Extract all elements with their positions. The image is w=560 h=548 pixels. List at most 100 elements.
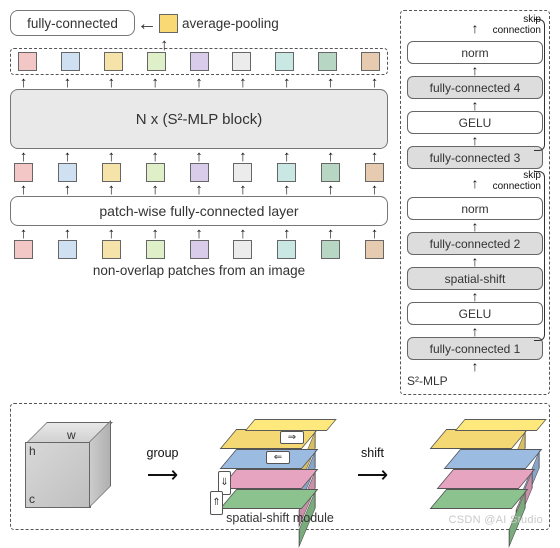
tensor-slab	[220, 489, 319, 509]
patch	[14, 163, 33, 182]
skip-label-upper: skipconnection	[486, 15, 541, 36]
tensor-slab	[430, 489, 529, 509]
up-arrow-icon: ↑	[277, 75, 296, 89]
head-row: fully-connected ← average-pooling	[10, 10, 388, 36]
group-arrow: group ⟶	[135, 445, 190, 489]
mlp-block: N x (S²-MLP block)	[10, 89, 388, 149]
patch	[147, 52, 166, 71]
vertical-connector: ↑	[407, 136, 543, 144]
upper-block-stack: norm↑fully-connected 4↑GELU↑fully-connec…	[407, 39, 543, 171]
patch	[146, 240, 165, 259]
vertical-connector: ↑	[407, 327, 543, 335]
patch	[14, 240, 33, 259]
s2mlp-sublayer: fully-connected 2	[407, 232, 543, 255]
up-arrow-icon: ↑	[146, 149, 165, 163]
vertical-connector: ↑	[407, 362, 543, 370]
tensor-slab	[220, 469, 319, 489]
up-arrow-icon: ↑	[365, 226, 384, 240]
patch	[146, 163, 165, 182]
vertical-connector: ↑	[407, 66, 543, 74]
skip-label-lower: skipconnection	[486, 171, 541, 192]
up-arrow-icon: ↑	[14, 182, 33, 196]
s2mlp-sublayer: fully-connected 1	[407, 337, 543, 360]
up-arrow-icon: ↑	[321, 75, 340, 89]
input-patches	[14, 240, 384, 259]
patch	[190, 52, 209, 71]
up-arrow-icon: ↑	[233, 182, 252, 196]
patch	[321, 240, 340, 259]
left-arrow-icon: ←	[135, 13, 159, 36]
up-arrow-icon: ↑	[102, 149, 121, 163]
s2mlp-sublayer: GELU	[407, 302, 543, 325]
patch	[190, 163, 209, 182]
tensor-slab	[430, 429, 529, 449]
vertical-connector: ↑	[407, 292, 543, 300]
output-patches	[18, 52, 380, 71]
group-label: group	[147, 445, 179, 463]
up-arrow-icon: ↑	[190, 182, 209, 196]
fully-connected-head: fully-connected	[10, 10, 135, 36]
up-arrow-icon: ↑	[14, 226, 33, 240]
shift-direction-arrow-icon: ⇒	[280, 431, 304, 444]
up-arrow-icon: ↑	[321, 226, 340, 240]
up-arrow-icon: ↑	[321, 182, 340, 196]
up-arrow-icon: ↑	[277, 182, 296, 196]
s2mlp-title: S²-MLP	[407, 374, 543, 388]
patch	[58, 240, 77, 259]
tensor-slab	[444, 449, 543, 469]
arrow-row: ↑↑↑↑↑↑↑↑↑	[14, 149, 384, 163]
patch	[102, 163, 121, 182]
s2mlp-detail-box: ↑ skipconnection norm ↑ fully-connected 4 ↑…	[400, 10, 550, 395]
up-arrow-icon: ↑	[58, 149, 77, 163]
arrow-row: ↑↑↑↑↑↑↑↑↑	[14, 182, 384, 196]
patch	[277, 240, 296, 259]
up-arrow-icon: ↑	[277, 149, 296, 163]
up-arrow-icon: ↑	[190, 149, 209, 163]
up-arrow-icon: ↑	[233, 149, 252, 163]
up-arrow-icon: ↑	[102, 226, 121, 240]
shifted-tensor-stack	[420, 419, 535, 514]
up-arrow-icon: ↑	[146, 226, 165, 240]
up-arrow-icon: ↑	[277, 226, 296, 240]
up-arrow-icon: ↑	[365, 149, 384, 163]
patch	[104, 52, 123, 71]
patch	[321, 163, 340, 182]
dim-w-label: w	[67, 428, 76, 442]
up-arrow-icon: ↑	[233, 75, 252, 89]
up-arrow-icon: ↑	[58, 226, 77, 240]
embedding-patches	[14, 163, 384, 182]
s2mlp-sublayer: norm	[407, 197, 543, 220]
up-arrow-icon: ↑	[14, 75, 33, 89]
up-arrow-icon: ↑	[190, 75, 209, 89]
shift-label: shift	[361, 445, 384, 463]
shift-arrow: shift ⟶	[345, 445, 400, 489]
dim-c-label: c	[29, 492, 35, 506]
lower-block-stack: norm ↑ fully-connected 2 ↑ spatial-shift ↑ GEL…	[407, 195, 543, 362]
grouped-tensor-stack: ⇒⇐⇓⇑	[210, 419, 325, 514]
patch	[277, 163, 296, 182]
patch	[61, 52, 80, 71]
s2mlp-sublayer: spatial-shift	[407, 267, 543, 290]
vertical-connector: ↑	[407, 222, 543, 230]
up-arrow-icon: ↑	[14, 149, 33, 163]
vertical-connector: ↑	[407, 101, 543, 109]
top-region: fully-connected ← average-pooling ↑ ↑↑↑↑…	[10, 10, 550, 395]
architecture-left: fully-connected ← average-pooling ↑ ↑ ↑ ↑ ↑…	[10, 10, 388, 395]
tensor-slab	[437, 469, 536, 489]
patch	[233, 240, 252, 259]
output-patches-box	[10, 48, 388, 75]
patch	[232, 52, 251, 71]
patch	[58, 163, 77, 182]
vertical-connector: ↑	[407, 257, 543, 265]
s2mlp-sublayer: fully-connected 4	[407, 76, 543, 99]
up-arrow-icon: ↑	[365, 182, 384, 196]
s2mlp-detail-col: ↑ skipconnection norm ↑ fully-connected 4 ↑…	[400, 10, 550, 395]
patch	[365, 163, 384, 182]
vertical-connector: ↑ skipconnection	[407, 17, 543, 39]
module-caption: spatial-shift module	[11, 511, 549, 525]
patch	[275, 52, 294, 71]
up-arrow-icon: ↑	[146, 75, 165, 89]
up-arrow-icon: ↑	[102, 182, 121, 196]
vertical-connector: ↑ skipconnection	[407, 171, 543, 195]
patch	[361, 52, 380, 71]
